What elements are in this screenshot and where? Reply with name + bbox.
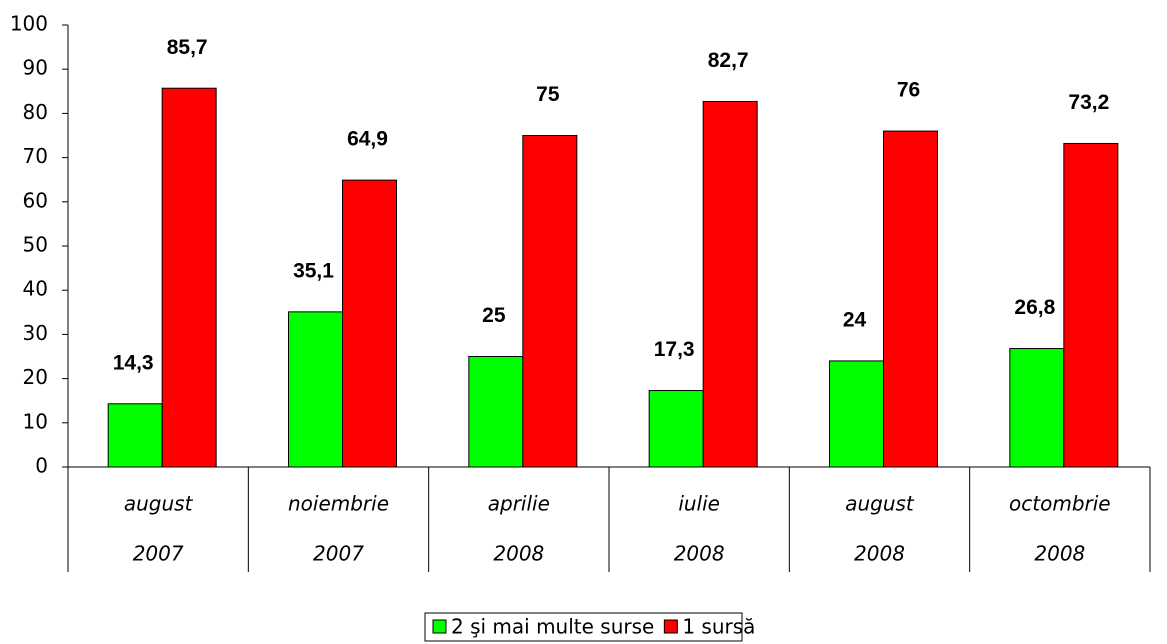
x-tick-label: 2008 [674,542,725,566]
bar [829,360,884,468]
y-tick-label: 100 [10,12,48,36]
x-tick-label: iulie [678,492,720,516]
value-label: 75 [536,83,560,106]
value-label: 85,7 [167,36,208,59]
legend-label: 1 sursă [682,615,755,639]
y-tick-label: 20 [23,365,48,389]
y-tick-label: 60 [23,188,48,212]
value-label: 82,7 [708,49,749,72]
legend-label: 2 şi mai multe surse [451,615,654,639]
x-tick-label: august [845,492,915,516]
y-tick-label: 70 [23,144,48,168]
x-tick-label: 2008 [854,542,905,566]
value-label: 73,2 [1068,91,1109,114]
value-label: 14,3 [113,351,154,374]
x-tick-label: octombrie [1009,492,1111,516]
value-label: 35,1 [293,259,334,282]
bar [1063,142,1119,468]
x-tick-label: aprilie [488,492,550,516]
bar [522,135,578,468]
y-tick-label: 90 [23,56,48,80]
y-tick-label: 10 [23,409,48,433]
legend-swatch [663,619,678,634]
value-label: 24 [843,308,867,331]
x-tick-label: august [124,492,194,516]
x-tick-label: noiembrie [288,492,389,516]
bar [288,311,343,468]
bar [107,403,163,468]
y-tick-label: 30 [23,321,48,345]
bar [468,356,524,468]
bar [1009,348,1065,468]
value-label: 76 [897,79,920,102]
bar [883,130,938,468]
bar [161,87,217,468]
legend-swatch [432,619,447,634]
value-label: 17,3 [654,338,695,361]
value-label: 26,8 [1014,296,1055,319]
x-tick-label: 2007 [133,542,184,566]
bar [702,100,758,468]
bar [342,179,397,468]
bar [648,390,704,468]
y-tick-label: 50 [23,233,48,257]
x-tick-label: 2008 [1034,542,1085,566]
y-tick-label: 40 [23,277,48,301]
value-label: 64,9 [347,128,388,151]
x-tick-label: 2007 [313,542,364,566]
legend-box [424,612,743,642]
x-tick-label: 2008 [493,542,544,566]
y-tick-label: 0 [35,454,48,478]
y-tick-label: 80 [23,100,48,124]
value-label: 25 [482,304,506,327]
